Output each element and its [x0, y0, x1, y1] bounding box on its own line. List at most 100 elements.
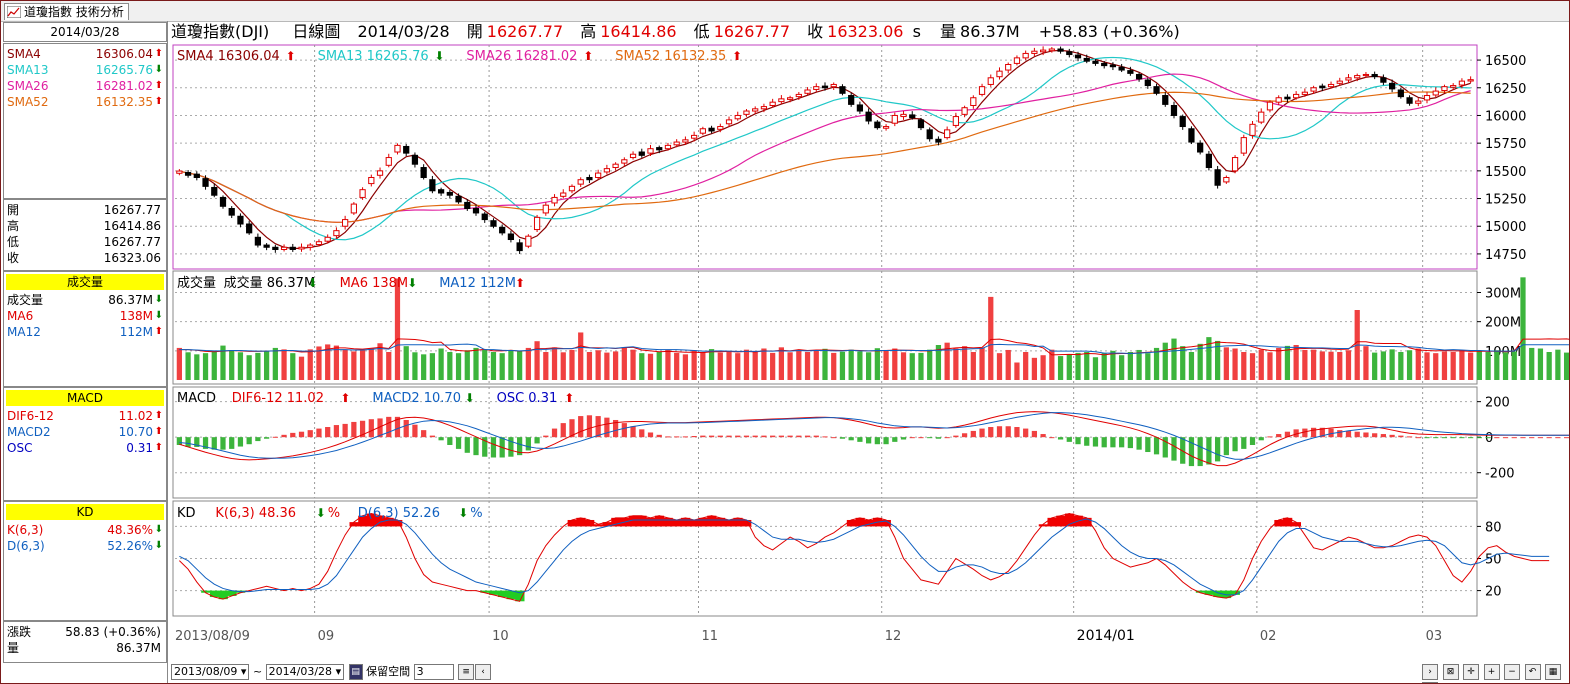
grid-icon[interactable]: ▦ — [1545, 664, 1561, 680]
scroll-right-icon[interactable]: › — [1422, 664, 1438, 680]
candle-body — [394, 144, 401, 153]
arrow-up-icon: ⬆ — [154, 96, 163, 107]
volume-bar — [892, 348, 898, 380]
candle-body — [795, 93, 802, 98]
osc-bar — [691, 436, 697, 438]
candle-body — [1066, 51, 1073, 56]
chevron-down-icon: ▾ — [240, 665, 247, 678]
candle-body — [891, 114, 898, 124]
x-tick-label: 02 — [1260, 629, 1277, 644]
volume-bar — [342, 349, 348, 380]
candle-body — [1371, 73, 1378, 78]
osc-bar — [1563, 437, 1569, 439]
start-date-value: 2013/08/09 — [174, 665, 238, 678]
osc-bar — [996, 426, 1003, 438]
crosshair-icon[interactable]: ✛ — [1463, 664, 1479, 680]
volume-bar — [482, 349, 488, 380]
volume-bar — [944, 342, 950, 380]
kd-overbought-fill — [698, 517, 708, 527]
osc-bar — [1110, 437, 1116, 448]
tab-label: 道瓊指數 技術分析 — [24, 5, 124, 19]
osc-bar — [586, 415, 593, 438]
arrow-up-icon: ⬆ — [286, 49, 296, 63]
candle-body — [621, 159, 628, 164]
sidebar-summary-box: 漲跌 58.83 (+0.36%) 量 86.37M — [3, 621, 167, 663]
candle-body — [446, 191, 453, 196]
volume-bar — [647, 353, 654, 380]
reserve-icon[interactable]: ▤ — [348, 664, 363, 680]
settings-icon[interactable]: ⚙ — [1422, 682, 1438, 683]
osc-bar — [1005, 426, 1011, 438]
volume-bar — [1459, 350, 1465, 380]
reserve-input[interactable]: 3 — [413, 664, 454, 680]
kd-oversold-fill — [515, 590, 525, 602]
volume-bar — [237, 352, 244, 380]
kd-overbought-fill — [637, 515, 647, 527]
zoom-in-icon[interactable]: + — [1483, 664, 1500, 680]
osc-bar — [1241, 437, 1247, 449]
candle-body — [612, 163, 619, 169]
candle-body — [324, 236, 331, 242]
stepper-icon[interactable]: ≡ — [458, 664, 475, 680]
row-value: 16267.77 — [103, 235, 161, 249]
volume-bar — [831, 352, 837, 380]
info-suffix: s — [912, 22, 921, 41]
osc-bar — [534, 437, 540, 444]
smabox-row: SMA13 16265.76 ⬇ — [7, 62, 163, 78]
osc-bar — [892, 437, 898, 442]
panel-frame-macd — [172, 386, 1478, 499]
kd-overbought-fill — [576, 517, 586, 527]
end-date-select[interactable]: 2014/03/28 ▾ — [265, 664, 345, 680]
volume-bar — [1040, 355, 1046, 380]
kd-oversold-fill — [218, 590, 228, 600]
candle-body — [350, 203, 357, 214]
kd-overbought-fill — [1038, 524, 1048, 527]
row-label: MA12 — [7, 325, 41, 339]
volume-bar — [560, 352, 566, 380]
volume-bar — [272, 347, 278, 380]
row-value: 48.36% — [107, 523, 153, 537]
arrow-down-icon: ⬇ — [308, 276, 318, 290]
macdbox-row: MACD2 10.70 ⬆ — [7, 424, 163, 440]
volume-bar — [1494, 350, 1500, 380]
kd-overbought-fill — [1283, 517, 1293, 527]
candle-body — [228, 208, 235, 216]
volume-bar — [429, 353, 435, 380]
volume-bar — [176, 347, 182, 380]
info-vol: 86.37M — [960, 22, 1020, 41]
zoom-out-icon[interactable]: − — [1504, 664, 1520, 680]
osc-bar — [682, 436, 689, 438]
volume-bar — [630, 349, 636, 380]
scroll-left-icon[interactable]: ‹ — [475, 664, 492, 680]
arrow-up-icon: ⬆ — [515, 276, 525, 290]
kd-oversold-fill — [497, 590, 508, 598]
tab-technical-analysis[interactable]: 道瓊指數 技術分析 — [4, 3, 129, 20]
candle-body — [481, 213, 488, 221]
undo-icon[interactable]: ↶ — [1524, 664, 1541, 680]
arrow-up-icon: ⬆ — [154, 326, 163, 337]
candle-body — [385, 157, 392, 166]
kd-overbought-fill — [384, 517, 394, 527]
volume-bar — [1005, 349, 1011, 380]
kd-oversold-fill — [1204, 590, 1214, 595]
osc-bar — [1049, 437, 1055, 439]
osc-bar — [1171, 437, 1177, 461]
volume-bar — [316, 346, 322, 380]
panel-title-text: SMA4 16306.04 — [177, 49, 280, 64]
candle-body — [1118, 66, 1125, 71]
candle-body — [900, 113, 907, 118]
volume-bar — [778, 347, 784, 380]
kd-overbought-fill — [1082, 517, 1092, 527]
lock-icon[interactable]: ⊠ — [1442, 664, 1459, 680]
volume-tick-label: 300M — [1485, 287, 1521, 302]
osc-bar — [1215, 437, 1221, 462]
osc-bar — [1537, 437, 1544, 439]
volume-bar — [909, 353, 915, 380]
candle-body — [856, 104, 864, 112]
start-date-select[interactable]: 2013/08/09 ▾ — [171, 664, 250, 680]
volume-bar — [621, 347, 627, 380]
arrow-up-icon: ⬆ — [154, 410, 163, 421]
info-low-label: 低 — [693, 22, 710, 41]
volume-bar — [674, 352, 680, 380]
